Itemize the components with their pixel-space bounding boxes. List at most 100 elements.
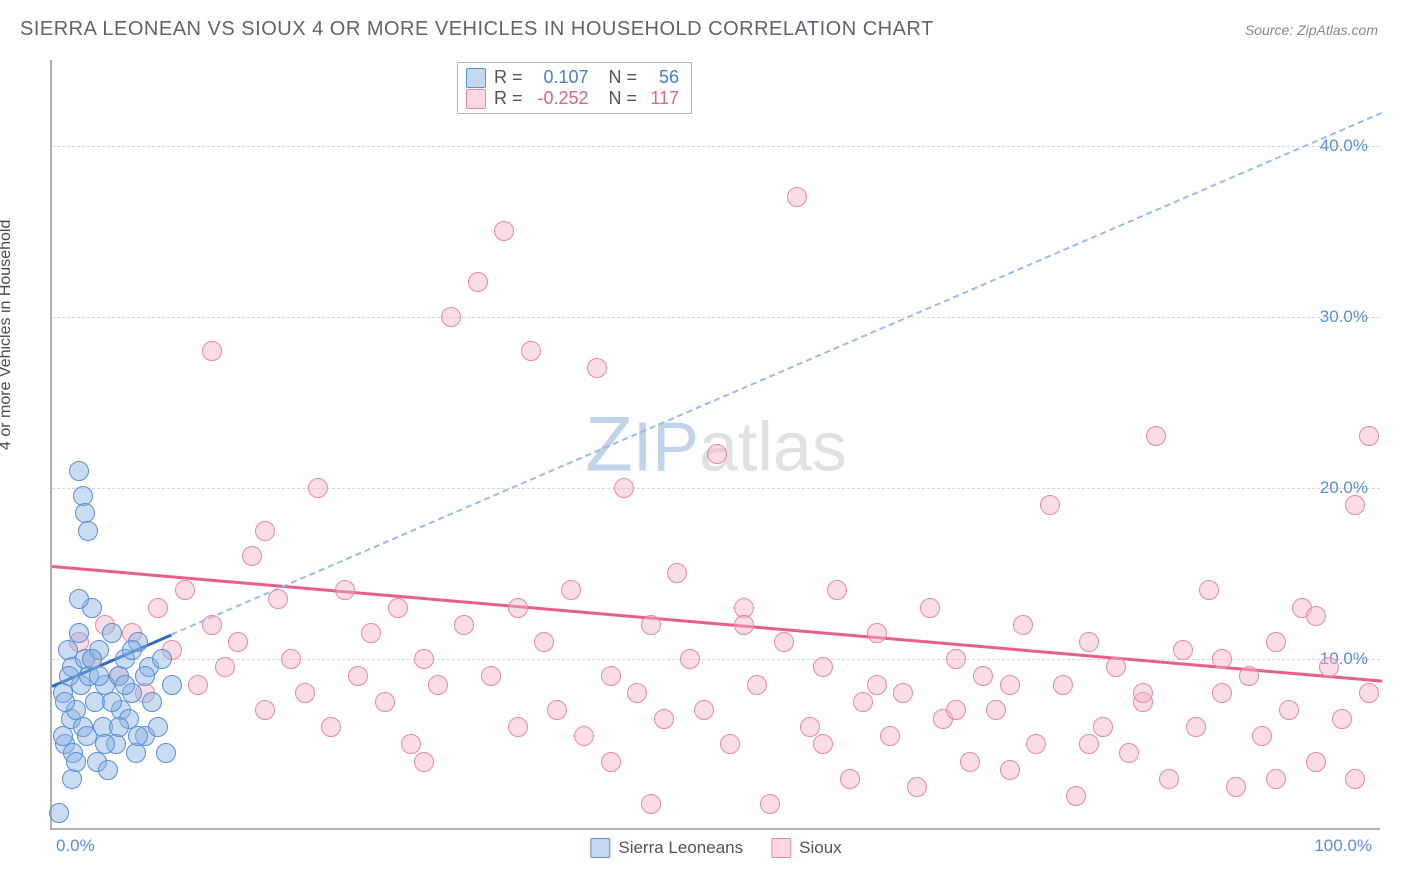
r-label: R =	[494, 88, 523, 109]
data-point-pink	[1000, 675, 1020, 695]
correlation-stats-box: R = 0.107 N = 56 R = -0.252 N = 117	[457, 62, 692, 114]
n-value-blue: 56	[645, 67, 679, 88]
data-point-pink	[1266, 769, 1286, 789]
data-point-pink	[361, 623, 381, 643]
data-point-pink	[1093, 717, 1113, 737]
data-point-pink	[1279, 700, 1299, 720]
r-value-pink: -0.252	[531, 88, 589, 109]
data-point-pink	[401, 734, 421, 754]
data-point-pink	[1079, 632, 1099, 652]
data-point-pink	[1119, 743, 1139, 763]
data-point-pink	[1173, 640, 1193, 660]
data-point-blue	[69, 461, 89, 481]
data-point-pink	[707, 444, 727, 464]
correlation-row-pink: R = -0.252 N = 117	[466, 88, 679, 109]
legend: Sierra Leoneans Sioux	[590, 838, 841, 858]
data-point-blue	[49, 803, 69, 823]
correlation-row-blue: R = 0.107 N = 56	[466, 67, 679, 88]
data-point-pink	[308, 478, 328, 498]
data-point-blue	[162, 675, 182, 695]
data-point-pink	[880, 726, 900, 746]
data-point-pink	[1319, 657, 1339, 677]
data-point-blue	[69, 623, 89, 643]
y-tick-label: 40.0%	[1320, 136, 1368, 156]
trendline-blue-dashed	[52, 111, 1383, 686]
n-label: N =	[609, 88, 638, 109]
x-tick-left: 0.0%	[56, 836, 95, 856]
data-point-pink	[175, 580, 195, 600]
data-point-blue	[152, 649, 172, 669]
data-point-pink	[694, 700, 714, 720]
data-point-pink	[627, 683, 647, 703]
data-point-blue	[115, 675, 135, 695]
data-point-pink	[454, 615, 474, 635]
data-point-pink	[1186, 717, 1206, 737]
data-point-pink	[375, 692, 395, 712]
data-point-pink	[481, 666, 501, 686]
data-point-pink	[654, 709, 674, 729]
source-prefix: Source:	[1245, 22, 1297, 38]
data-point-blue	[69, 589, 89, 609]
data-point-pink	[747, 675, 767, 695]
data-point-pink	[960, 752, 980, 772]
data-point-pink	[614, 478, 634, 498]
n-value-pink: 117	[645, 88, 679, 109]
data-point-pink	[1345, 769, 1365, 789]
data-point-blue	[78, 521, 98, 541]
data-point-pink	[441, 307, 461, 327]
data-point-pink	[295, 683, 315, 703]
data-point-blue	[135, 666, 155, 686]
data-point-pink	[813, 657, 833, 677]
data-point-blue	[55, 692, 75, 712]
data-point-pink	[667, 563, 687, 583]
data-point-pink	[574, 726, 594, 746]
data-point-pink	[521, 341, 541, 361]
data-point-pink	[321, 717, 341, 737]
data-point-pink	[641, 615, 661, 635]
data-point-blue	[66, 752, 86, 772]
data-point-pink	[215, 657, 235, 677]
data-point-blue	[109, 717, 129, 737]
data-point-pink	[1266, 632, 1286, 652]
data-point-pink	[202, 341, 222, 361]
data-point-pink	[228, 632, 248, 652]
data-point-pink	[800, 717, 820, 737]
data-point-pink	[428, 675, 448, 695]
data-point-blue	[102, 692, 122, 712]
data-point-pink	[734, 615, 754, 635]
n-label: N =	[609, 67, 638, 88]
swatch-pink-icon	[466, 89, 486, 109]
data-point-pink	[1306, 752, 1326, 772]
data-point-pink	[853, 692, 873, 712]
data-point-pink	[867, 675, 887, 695]
data-point-blue	[126, 743, 146, 763]
legend-label-blue: Sierra Leoneans	[618, 838, 743, 858]
data-point-pink	[335, 580, 355, 600]
data-point-pink	[494, 221, 514, 241]
data-point-pink	[1345, 495, 1365, 515]
source-attribution: Source: ZipAtlas.com	[1245, 22, 1378, 38]
data-point-pink	[840, 769, 860, 789]
x-tick-right: 100.0%	[1314, 836, 1372, 856]
data-point-pink	[587, 358, 607, 378]
data-point-pink	[920, 598, 940, 618]
legend-label-pink: Sioux	[799, 838, 842, 858]
data-point-blue	[98, 760, 118, 780]
data-point-blue	[89, 666, 109, 686]
data-point-pink	[1212, 683, 1232, 703]
data-point-pink	[1079, 734, 1099, 754]
data-point-pink	[148, 598, 168, 618]
data-point-pink	[1146, 426, 1166, 446]
data-point-pink	[720, 734, 740, 754]
data-point-pink	[774, 632, 794, 652]
data-point-pink	[1106, 657, 1126, 677]
data-point-pink	[787, 187, 807, 207]
data-point-pink	[1159, 769, 1179, 789]
data-point-pink	[1332, 709, 1352, 729]
data-point-blue	[53, 726, 73, 746]
data-point-blue	[128, 726, 148, 746]
data-point-pink	[388, 598, 408, 618]
data-point-pink	[1359, 683, 1379, 703]
data-point-pink	[561, 580, 581, 600]
data-point-blue	[62, 769, 82, 789]
